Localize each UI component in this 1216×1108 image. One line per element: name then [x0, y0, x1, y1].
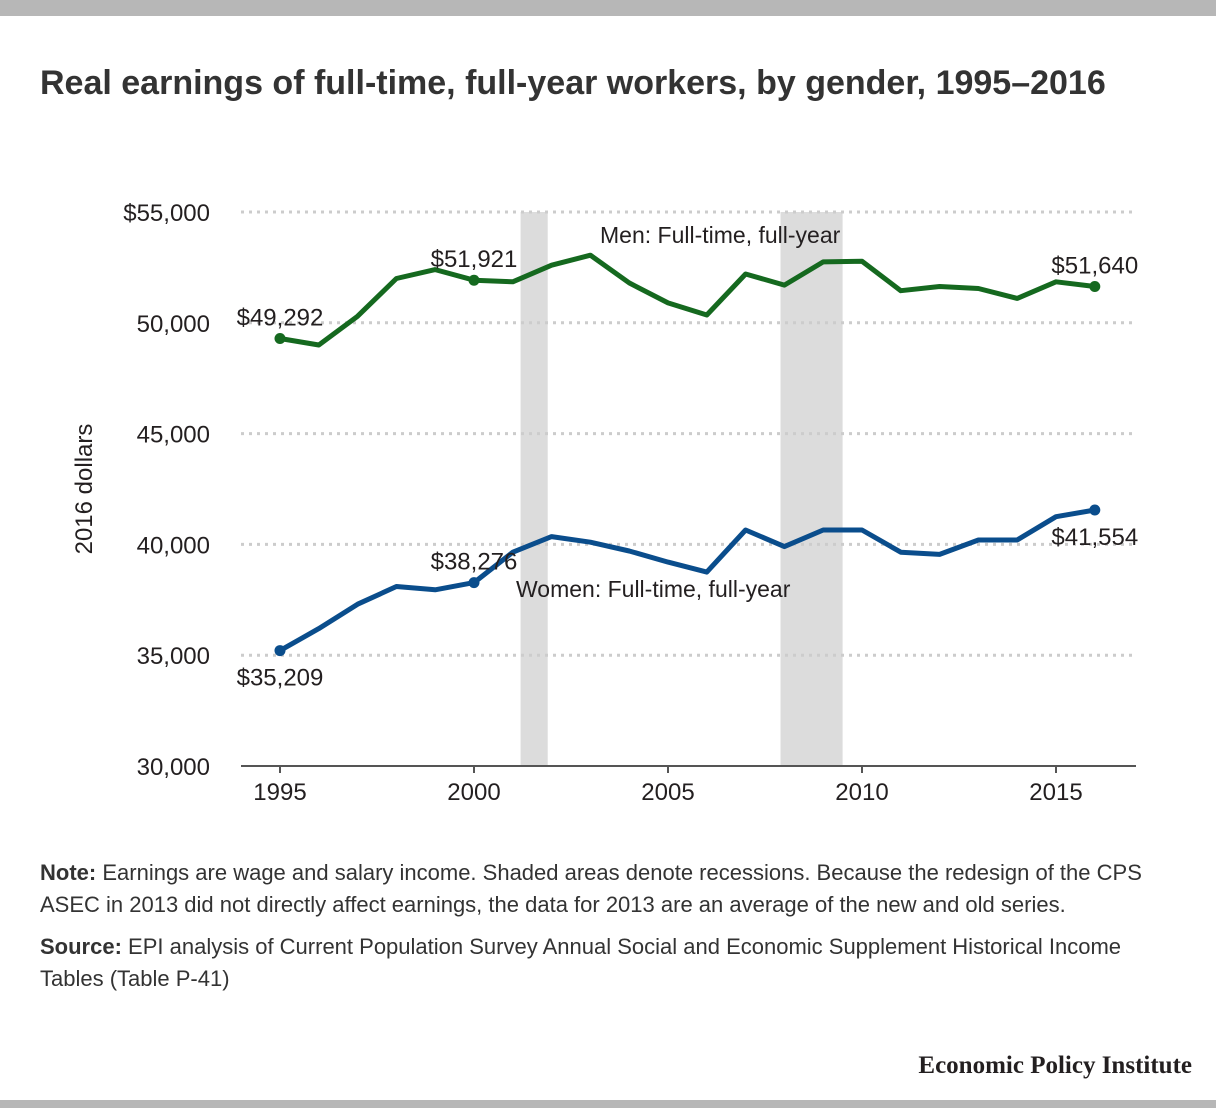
y-axis-label: 2016 dollars — [71, 424, 98, 555]
note-paragraph: Note: Earnings are wage and salary incom… — [40, 857, 1180, 921]
recession-band — [520, 212, 548, 766]
x-tick-label: 2005 — [641, 779, 694, 806]
data-point-marker — [1089, 280, 1101, 292]
data-label: $51,640 — [1051, 252, 1138, 279]
brand-wordmark: Economic Policy Institute — [918, 1052, 1192, 1079]
note-text: Earnings are wage and salary income. Sha… — [40, 860, 1142, 917]
data-labels: $49,292 $51,921 $51,640 $35,209 $38,276 $41,5… — [237, 222, 1139, 692]
top-border-bar — [0, 0, 1216, 16]
x-tick-label: 2000 — [447, 779, 500, 806]
data-label: $51,921 — [431, 246, 518, 273]
chart-title: Real earnings of full-time, full-year wo… — [40, 64, 1106, 102]
y-tick-label: 30,000 — [137, 754, 210, 781]
data-label: $35,209 — [237, 665, 324, 692]
data-point-marker — [468, 274, 480, 286]
data-point-marker — [274, 332, 286, 344]
source-label: Source: — [40, 934, 122, 959]
x-tick-label: 2010 — [835, 779, 888, 806]
x-tick-label: 1995 — [253, 779, 306, 806]
data-label: $38,276 — [431, 549, 518, 576]
data-point-marker — [468, 577, 480, 589]
bottom-border-bar — [0, 1100, 1216, 1108]
line-chart: 30,000 35,000 40,000 45,000 50,000 $55,000 199… — [71, 200, 1139, 806]
x-tick-label: 2015 — [1029, 779, 1082, 806]
data-label: $49,292 — [237, 304, 324, 331]
gridlines — [241, 210, 1136, 657]
series-label-men: Men: Full-time, full-year — [600, 222, 841, 248]
source-text: EPI analysis of Current Population Surve… — [40, 934, 1122, 991]
recession-band — [780, 212, 843, 766]
series-line-women — [277, 507, 1098, 654]
notes-block: Note: Earnings are wage and salary incom… — [40, 857, 1180, 1005]
y-tick-label: 50,000 — [137, 311, 210, 338]
axes: 30,000 35,000 40,000 45,000 50,000 $55,000 199… — [71, 200, 1136, 806]
y-tick-label: 40,000 — [137, 532, 210, 559]
note-label: Note: — [40, 860, 97, 885]
data-point-marker — [1089, 504, 1101, 516]
series-line-men — [277, 252, 1098, 348]
series-label-women: Women: Full-time, full-year — [516, 576, 791, 602]
source-paragraph: Source: EPI analysis of Current Populati… — [40, 931, 1180, 995]
recession-bands — [520, 212, 843, 766]
data-point-marker — [274, 645, 286, 657]
series-lines — [274, 252, 1101, 657]
y-tick-label: 45,000 — [137, 422, 210, 449]
data-label: $41,554 — [1051, 524, 1138, 551]
y-tick-label: $55,000 — [123, 200, 210, 227]
y-tick-label: 35,000 — [137, 643, 210, 670]
